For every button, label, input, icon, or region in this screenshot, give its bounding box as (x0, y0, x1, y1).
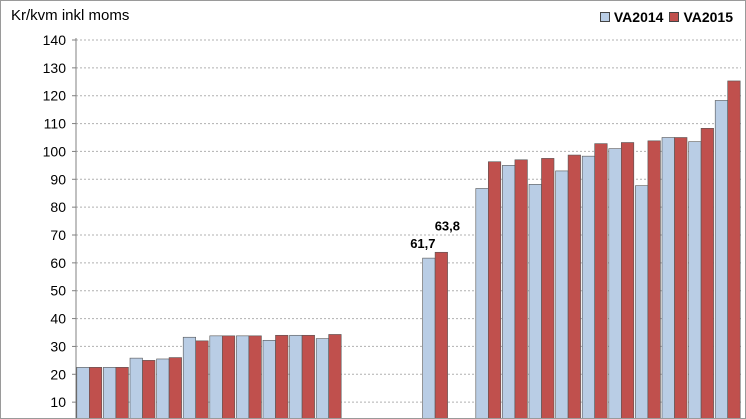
bar-va2015-4 (195, 340, 209, 418)
bar-va2014-13 (422, 257, 436, 418)
y-tick-label-90: 90 (50, 171, 66, 187)
data-label-1: 63,8 (435, 218, 460, 233)
bar-va2015-20 (620, 142, 635, 418)
bar-va2015-21 (647, 140, 661, 418)
bar-va2015-15 (487, 161, 502, 418)
bar-va2014-23 (688, 141, 702, 418)
bar-va2014-2 (129, 357, 143, 418)
bar-va2015-23 (700, 128, 714, 418)
legend-swatch-va2014 (599, 12, 610, 22)
bar-va2015-16 (514, 159, 528, 418)
data-label-0: 61,7 (410, 236, 435, 251)
bar-va2015-22 (674, 137, 688, 418)
legend-label-va2015: VA2015 (683, 9, 733, 25)
bar-va2015-9 (328, 334, 342, 418)
bar-va2014-24 (714, 100, 729, 418)
bar-va2015-6 (248, 335, 262, 418)
bar-va2015-13 (434, 251, 448, 418)
bar-va2014-18 (555, 170, 569, 418)
bar-va2014-8 (289, 334, 303, 418)
bar-va2014-9 (315, 338, 330, 418)
y-tick-label-60: 60 (50, 255, 66, 271)
legend-swatch-va2015 (669, 12, 680, 22)
legend-item-va2014: VA2014 (599, 9, 664, 25)
y-tick-label-140: 140 (43, 32, 67, 48)
bar-va2014-4 (182, 336, 196, 418)
legend: VA2014 VA2015 (599, 9, 733, 25)
bar-va2015-2 (142, 360, 156, 418)
bar-va2015-1 (115, 367, 129, 418)
bar-va2014-6 (236, 335, 250, 418)
bar-va2015-3 (168, 357, 182, 418)
y-tick-label-130: 130 (43, 60, 67, 76)
bar-va2015-8 (301, 334, 315, 418)
bar-va2014-1 (103, 367, 117, 418)
bar-va2014-17 (528, 184, 542, 418)
bar-va2015-18 (567, 154, 581, 418)
bar-va2015-17 (541, 158, 555, 418)
y-tick-label-120: 120 (43, 88, 67, 104)
bar-va2014-22 (661, 137, 675, 418)
bar-va2015-19 (594, 143, 608, 418)
bar-va2014-7 (262, 339, 276, 418)
y-tick-label-10: 10 (50, 394, 66, 410)
y-tick-label-40: 40 (50, 311, 66, 327)
bar-va2014-19 (581, 155, 596, 418)
y-tick-label-70: 70 (50, 227, 66, 243)
y-tick-label-20: 20 (50, 366, 66, 382)
bar-va2014-5 (209, 335, 223, 418)
legend-label-va2014: VA2014 (613, 9, 664, 25)
bar-va2015-5 (222, 335, 236, 418)
y-tick-label-50: 50 (50, 283, 66, 299)
y-tick-label-100: 100 (43, 143, 67, 159)
y-tick-label-30: 30 (50, 338, 66, 354)
bar-va2014-15 (475, 188, 489, 418)
bar-va2014-3 (156, 358, 170, 418)
bar-va2015-24 (727, 80, 741, 418)
bar-va2014-16 (502, 165, 516, 418)
y-axis-label: Kr/kvm inkl moms (11, 7, 130, 24)
bar-va2014-0 (76, 367, 90, 418)
bar-va2015-7 (275, 334, 289, 418)
bar-va2015-0 (89, 367, 103, 418)
legend-item-va2015: VA2015 (669, 9, 733, 25)
y-tick-label-110: 110 (44, 116, 67, 132)
bar-va2014-21 (635, 185, 649, 418)
bar-va2014-20 (608, 148, 622, 418)
y-tick-label-80: 80 (50, 199, 66, 215)
